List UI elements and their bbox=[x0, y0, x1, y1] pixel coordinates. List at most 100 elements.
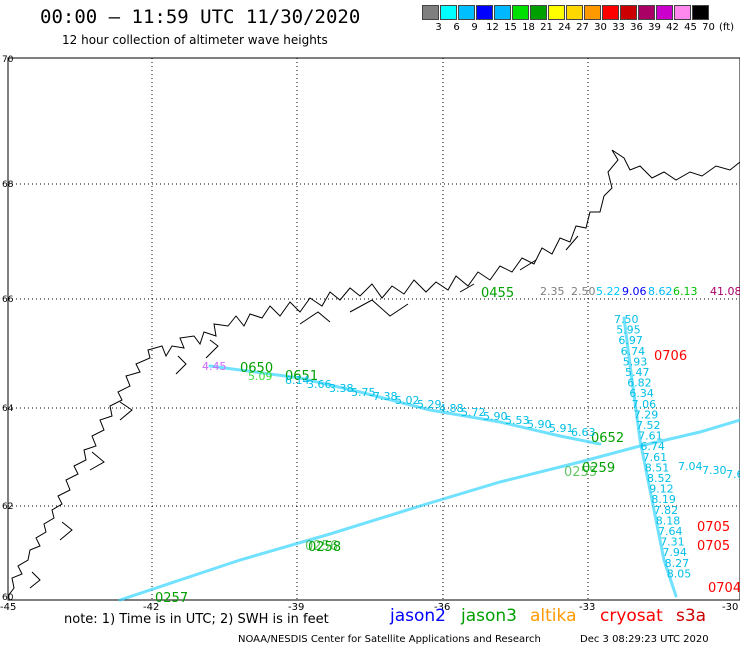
legend-label: 30 bbox=[594, 22, 607, 33]
legend-label: 33 bbox=[612, 22, 625, 33]
legend-swatch bbox=[512, 5, 529, 20]
swh-value: 7.04 bbox=[678, 460, 703, 473]
legend-label: 70 bbox=[702, 22, 715, 33]
swh-value: 9.06 bbox=[622, 285, 647, 298]
swh-value: 7.31 bbox=[660, 536, 685, 549]
lon-label: -30 bbox=[722, 602, 738, 613]
legend-swatch bbox=[476, 5, 493, 20]
swh-value: 7.61 bbox=[726, 468, 740, 481]
legend-swatch bbox=[548, 5, 565, 20]
swh-value: 5.09 bbox=[248, 370, 273, 383]
swh-value: 7.61 bbox=[638, 430, 663, 443]
swh-value: 5.90 bbox=[483, 410, 508, 423]
satellite-altika: altika bbox=[530, 606, 577, 626]
legend-swatch bbox=[692, 5, 709, 20]
lon-label: -36 bbox=[434, 602, 450, 613]
greenland-coastline bbox=[7, 149, 740, 597]
satellite-s3a: s3a bbox=[676, 606, 707, 626]
legend-label: 15 bbox=[504, 22, 517, 33]
legend-label: 12 bbox=[486, 22, 499, 33]
map-frame bbox=[7, 57, 740, 601]
legend-label: 24 bbox=[558, 22, 571, 33]
swh-value: 7.50 bbox=[614, 313, 639, 326]
swh-value: 7.94 bbox=[662, 546, 687, 559]
swh-value: 5.47 bbox=[625, 366, 650, 379]
legend-swatch bbox=[674, 5, 691, 20]
legend-swatch bbox=[566, 5, 583, 20]
time-label: 0706 bbox=[654, 349, 687, 364]
lon-label: -33 bbox=[579, 602, 595, 613]
legend-label: 9 bbox=[471, 22, 478, 33]
swh-value: 9.12 bbox=[649, 483, 674, 496]
legend-swatch bbox=[584, 5, 601, 20]
swh-value: 5.75 bbox=[351, 386, 376, 399]
lon-label: -45 bbox=[0, 602, 16, 613]
legend-label: (ft) bbox=[718, 22, 735, 33]
legend-swatch bbox=[620, 5, 637, 20]
swh-value: 7.30 bbox=[702, 464, 727, 477]
track-vertical bbox=[622, 316, 678, 598]
legend-label: 39 bbox=[648, 22, 661, 33]
swh-value: 8.27 bbox=[665, 557, 690, 570]
legend-label: 3 bbox=[435, 22, 442, 33]
lat-label: 64 bbox=[2, 404, 14, 414]
swh-value: 3.66 bbox=[307, 378, 332, 391]
time-label: 0651 bbox=[285, 369, 318, 384]
swh-value: 6.74 bbox=[621, 345, 646, 358]
lat-label: 60 bbox=[2, 593, 14, 603]
time-label: 0704 bbox=[708, 581, 740, 596]
time-label: 0652 bbox=[591, 431, 624, 446]
swh-value: 7.38 bbox=[373, 390, 398, 403]
ground-tracks bbox=[118, 316, 740, 602]
swh-value: 2.50 bbox=[571, 285, 596, 298]
swh-value: 7.61 bbox=[643, 451, 668, 464]
swh-value: 5.53 bbox=[505, 414, 530, 427]
swh-value: 3.38 bbox=[329, 382, 354, 395]
legend-swatch bbox=[602, 5, 619, 20]
legend-swatch bbox=[422, 5, 439, 20]
legend-swatch bbox=[530, 5, 547, 20]
swh-value: 6.97 bbox=[618, 334, 643, 347]
legend-label: 21 bbox=[540, 22, 553, 33]
lat-label: 70 bbox=[2, 55, 14, 65]
right-track-values: 7.047.307.61 bbox=[678, 460, 740, 481]
swh-value: 8.18 bbox=[656, 514, 681, 527]
time-label: 0255 bbox=[564, 465, 597, 480]
satellite-cryosat: cryosat bbox=[600, 606, 663, 626]
credit-line: NOAA/NESDIS Center for Satellite Applica… bbox=[238, 634, 541, 645]
swh-value: 6.82 bbox=[627, 377, 652, 390]
swh-value: 7.82 bbox=[654, 504, 679, 517]
satellite-jason3: jason3 bbox=[461, 606, 517, 626]
time-labels: 0455 0650 0651 0652 0259 0258 0257 0256 … bbox=[155, 286, 740, 606]
satellite-jason2: jason2 bbox=[390, 606, 446, 626]
time-label: 0705 bbox=[697, 539, 730, 554]
swh-value: 8.51 bbox=[645, 461, 670, 474]
lat-label: 62 bbox=[2, 502, 13, 512]
swh-value: 7.52 bbox=[636, 419, 661, 432]
legend-label: 6 bbox=[453, 22, 460, 33]
lon-label: -39 bbox=[288, 602, 304, 613]
top-row-values: 2.35 2.50 5.22 9.06 8.62 6.13 41.08 bbox=[540, 285, 740, 298]
swh-value: 6.14 bbox=[285, 374, 310, 387]
time-label: 0259 bbox=[582, 461, 615, 476]
legend-swatch bbox=[656, 5, 673, 20]
swh-value: 5.91 bbox=[549, 422, 574, 435]
legend-label: 27 bbox=[576, 22, 589, 33]
swh-value: 6.13 bbox=[673, 285, 698, 298]
misc-values: 5.09 4.45 bbox=[202, 360, 273, 383]
swh-value: 5.02 bbox=[395, 394, 420, 407]
swh-value: 5.29 bbox=[417, 398, 442, 411]
swh-value: 5.72 bbox=[461, 406, 486, 419]
time-label: 0256 bbox=[305, 539, 338, 554]
legend-swatch bbox=[494, 5, 511, 20]
swh-value: 6.74 bbox=[640, 440, 665, 453]
swh-value: 2.35 bbox=[540, 285, 565, 298]
map-subtitle: 12 hour collection of altimeter wave hei… bbox=[62, 33, 328, 47]
legend-swatch bbox=[440, 5, 457, 20]
lat-label: 68 bbox=[2, 180, 14, 190]
swh-value: 5.95 bbox=[616, 324, 641, 337]
swh-value: 6.63 bbox=[571, 426, 596, 439]
track-descending bbox=[208, 364, 602, 446]
descending-track-values: 6.143.663.385.757.385.025.294.885.725.90… bbox=[285, 374, 596, 439]
swh-value: 8.19 bbox=[651, 493, 676, 506]
